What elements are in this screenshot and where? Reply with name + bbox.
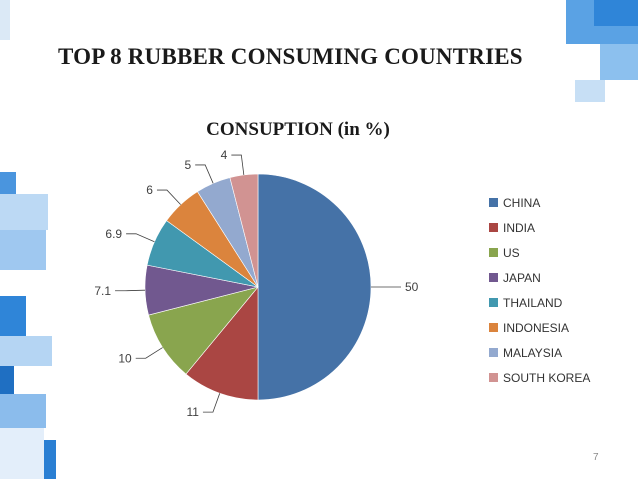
chart-title: CONSUPTION (in %) <box>206 119 390 140</box>
decor-square <box>0 194 48 230</box>
data-label: 6 <box>146 183 153 197</box>
legend-label: INDIA <box>503 221 535 235</box>
decor-square <box>0 0 10 40</box>
data-label: 11 <box>186 405 199 419</box>
slide-title: TOP 8 RUBBER CONSUMING COUNTRIES <box>58 44 523 69</box>
decor-square <box>0 230 46 270</box>
data-label: 4 <box>221 148 228 162</box>
decor-square <box>0 296 26 336</box>
leader-line <box>202 393 221 413</box>
decor-square <box>0 336 52 366</box>
decor-square <box>44 440 56 479</box>
legend-label: MALAYSIA <box>503 346 562 360</box>
leader-line <box>231 154 245 175</box>
decor-square <box>600 44 638 80</box>
decor-square <box>0 172 16 194</box>
legend-label: THAILAND <box>503 296 563 310</box>
legend-swatch <box>489 323 498 332</box>
data-label: 7.1 <box>94 284 111 298</box>
legend-label: CHINA <box>503 196 540 210</box>
data-label: 6.9 <box>105 227 122 241</box>
decor-square <box>0 428 44 479</box>
legend-swatch <box>489 248 498 257</box>
legend-label: SOUTH KOREA <box>503 371 590 385</box>
leader-line <box>135 347 163 359</box>
leader-line <box>115 289 146 292</box>
leader-line <box>195 164 214 184</box>
legend-label: INDONESIA <box>503 321 569 335</box>
pie-slice-india <box>185 286 259 401</box>
legend-swatch <box>489 348 498 357</box>
legend-swatch <box>489 223 498 232</box>
decor-square <box>575 80 605 102</box>
data-label: 50 <box>405 280 419 294</box>
legend-swatch <box>489 198 498 207</box>
legend-swatch <box>489 298 498 307</box>
leader-line <box>126 233 155 243</box>
legend-swatch <box>489 373 498 382</box>
leader-line <box>156 189 181 205</box>
pie-slice-china <box>257 173 372 401</box>
legend-label: US <box>503 246 520 260</box>
legend-swatch <box>489 273 498 282</box>
data-label: 5 <box>184 158 191 172</box>
decor-square <box>594 0 638 26</box>
legend-label: JAPAN <box>503 271 541 285</box>
decor-square <box>0 394 46 428</box>
data-label: 10 <box>118 351 132 365</box>
pie-slice-us <box>148 286 259 375</box>
page-number: 7 <box>593 452 599 463</box>
decor-square <box>0 366 14 394</box>
